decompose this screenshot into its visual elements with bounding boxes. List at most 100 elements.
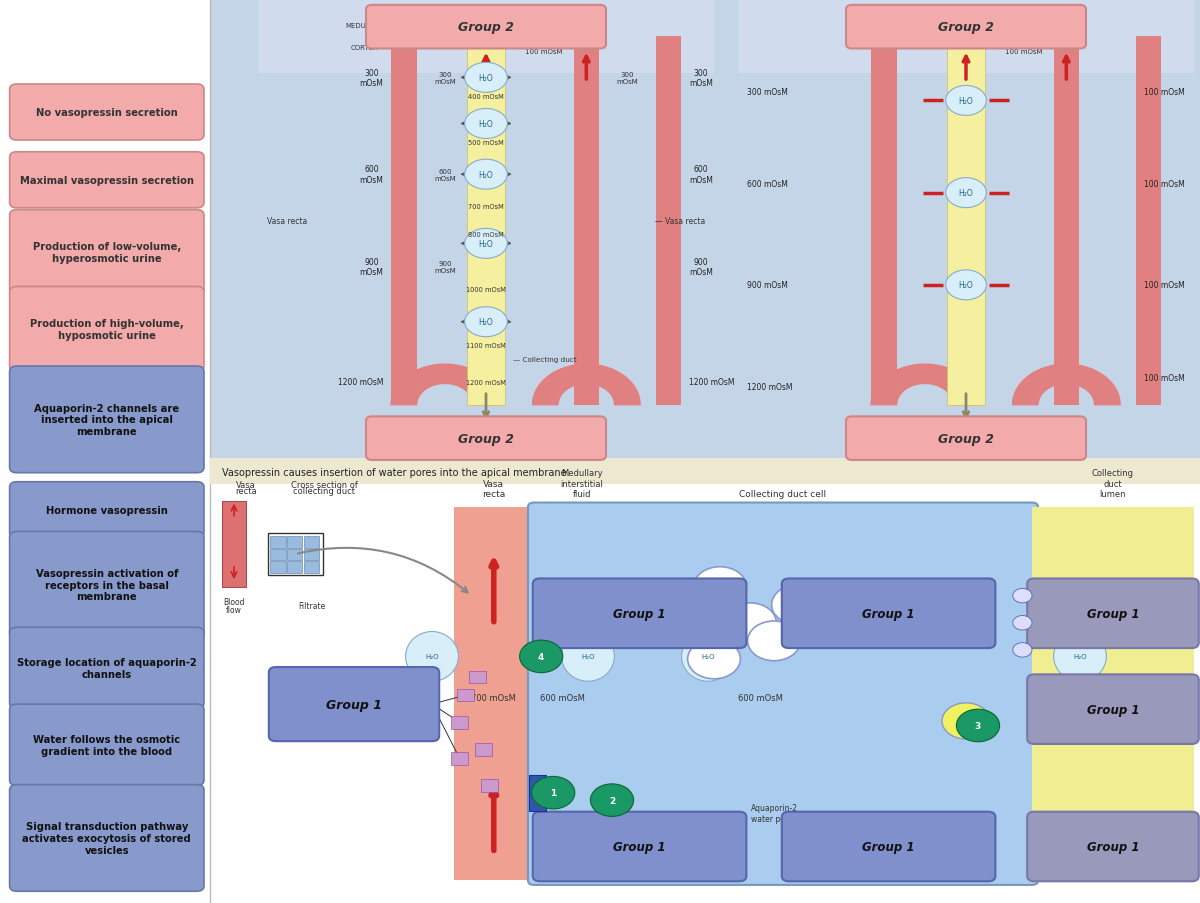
Bar [1135,37,1162,405]
Text: H₂O: H₂O [479,239,493,248]
Ellipse shape [406,632,458,682]
Bar [1054,37,1079,405]
Text: Maximal vasopressin secretion: Maximal vasopressin secretion [19,175,194,186]
Polygon shape [1013,365,1120,405]
Text: Vasa: Vasa [236,480,256,489]
Text: Signal transduction pathway
activates exocytosis of stored
vesicles: Signal transduction pathway activates ex… [23,822,191,854]
Text: Medullary
interstitial
fluid: Medullary interstitial fluid [560,469,604,498]
Text: 100 mOsM: 100 mOsM [524,49,563,54]
Text: — Collecting duct: — Collecting duct [514,356,577,362]
FancyBboxPatch shape [846,5,1086,50]
Text: Group 1: Group 1 [863,840,914,853]
Bar [210,459,1200,485]
Circle shape [590,784,634,816]
Text: 300
mOsM: 300 mOsM [360,69,384,88]
FancyBboxPatch shape [1027,579,1199,648]
Text: Cross section of: Cross section of [290,480,358,489]
Text: Group 1: Group 1 [863,607,914,620]
Bar [451,716,468,729]
FancyBboxPatch shape [10,367,204,473]
Text: Group 1: Group 1 [326,698,382,711]
Text: 3: 3 [974,721,982,731]
Bar [529,775,546,811]
Bar [258,0,714,461]
Text: No vasopressin secretion: No vasopressin secretion [36,107,178,118]
Text: Hormone vasopressin: Hormone vasopressin [46,505,168,516]
Text: H₂O: H₂O [959,189,973,198]
Text: 1000 mOsM: 1000 mOsM [466,287,506,293]
Text: Collecting
duct
lumen: Collecting duct lumen [1092,469,1134,498]
Text: 100 mOsM: 100 mOsM [1144,88,1184,97]
Ellipse shape [464,63,508,93]
Bar [947,37,985,405]
Text: 4: 4 [538,652,545,661]
Text: 1200 mOsM: 1200 mOsM [689,377,734,386]
Bar [222,501,246,587]
Text: 600
mOsM: 600 mOsM [434,169,456,182]
Text: Vasopressin activation of
receptors in the basal
membrane: Vasopressin activation of receptors in t… [36,569,178,601]
Text: Production of low-volume,
hyperosmotic urine: Production of low-volume, hyperosmotic u… [32,242,181,264]
Polygon shape [533,365,640,405]
Text: Aquaporin-2
water pores: Aquaporin-2 water pores [750,804,798,823]
FancyBboxPatch shape [528,503,1038,885]
Circle shape [748,621,800,661]
Text: H₂O: H₂O [479,74,493,83]
Bar [655,37,682,405]
Text: H₂O: H₂O [959,281,973,290]
Text: 600
mOsM: 600 mOsM [689,165,713,185]
FancyBboxPatch shape [10,482,204,538]
Bar [469,671,486,684]
Text: recta: recta [235,487,257,496]
Text: Collecting duct cell: Collecting duct cell [739,489,827,498]
Text: 900
mOsM: 900 mOsM [434,261,456,274]
Text: — Vasa recta: — Vasa recta [655,217,704,226]
Text: 100 mOsM: 100 mOsM [1144,373,1184,382]
Text: Water follows the osmotic
gradient into the blood: Water follows the osmotic gradient into … [34,734,180,756]
Circle shape [532,777,575,809]
Ellipse shape [562,632,614,682]
FancyBboxPatch shape [10,85,204,141]
Text: 300 mOsM: 300 mOsM [748,88,788,97]
Text: 700 mOsM: 700 mOsM [472,693,516,702]
Bar [473,37,499,405]
Text: 800 mOsM: 800 mOsM [468,232,504,237]
Text: 600
mOsM: 600 mOsM [360,165,384,185]
Text: 600 mOsM: 600 mOsM [748,180,788,189]
Text: 300
mOsM: 300 mOsM [689,69,713,88]
Text: Aquaporin-2 channels are
inserted into the apical
membrane: Aquaporin-2 channels are inserted into t… [35,404,179,436]
Text: 1: 1 [550,788,557,797]
Bar [270,562,286,573]
Bar [738,0,1194,461]
Circle shape [772,585,824,625]
FancyBboxPatch shape [10,153,204,209]
Text: Group 2: Group 2 [938,433,994,445]
FancyBboxPatch shape [1027,812,1199,881]
Text: H₂O: H₂O [425,654,439,660]
FancyBboxPatch shape [1027,675,1199,744]
Text: 600 mOsM: 600 mOsM [738,693,782,702]
Text: Production of high-volume,
hyposmotic urine: Production of high-volume, hyposmotic ur… [30,319,184,340]
Text: flow: flow [226,605,242,614]
Text: 1100 mOsM: 1100 mOsM [466,342,506,349]
Text: 300
mOsM: 300 mOsM [617,72,638,85]
Text: 100 mOsM: 100 mOsM [1004,49,1043,54]
FancyBboxPatch shape [10,210,204,295]
Bar [451,752,468,765]
Bar [738,0,1194,74]
Ellipse shape [464,109,508,139]
Text: Group 2: Group 2 [938,21,994,34]
Text: H₂O: H₂O [1073,654,1087,660]
Bar [871,37,896,405]
Text: Group 1: Group 1 [613,607,666,620]
FancyBboxPatch shape [782,579,996,648]
FancyBboxPatch shape [533,579,746,648]
Text: Filtrate: Filtrate [299,601,325,610]
Bar [475,743,492,756]
Text: Group 1: Group 1 [1087,607,1139,620]
FancyBboxPatch shape [846,417,1086,461]
FancyBboxPatch shape [366,5,606,50]
Bar [258,0,714,74]
FancyBboxPatch shape [10,532,204,638]
Bar [467,37,505,405]
FancyBboxPatch shape [10,628,204,709]
